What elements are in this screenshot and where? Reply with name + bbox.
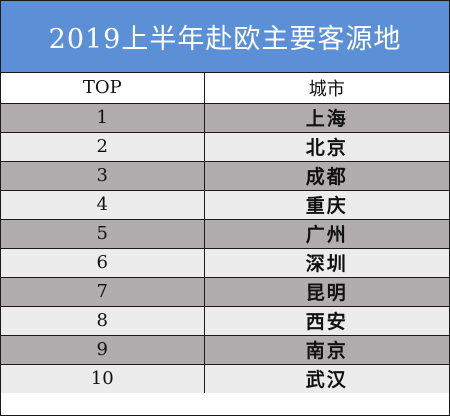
table-row: 8 西安 (1, 306, 449, 336)
rank-cell: 9 (1, 335, 205, 365)
city-cell: 武汉 (204, 364, 449, 393)
table-row: 7 昆明 (1, 277, 449, 307)
city-cell: 昆明 (204, 277, 449, 307)
city-cell: 广州 (204, 219, 449, 249)
table-row: 5 广州 (1, 219, 449, 249)
column-header-rank: TOP (1, 73, 205, 104)
table-row: 3 成都 (1, 161, 449, 191)
table-header-row: TOP 城市 (1, 73, 449, 104)
city-cell: 北京 (204, 132, 449, 162)
city-cell: 上海 (204, 103, 449, 133)
city-cell: 西安 (204, 306, 449, 336)
rank-cell: 5 (1, 219, 205, 249)
table-row: 9 南京 (1, 335, 449, 365)
rank-cell: 3 (1, 161, 205, 191)
rank-cell: 6 (1, 248, 205, 278)
table-row: 1 上海 (1, 103, 449, 133)
rank-cell: 1 (1, 103, 205, 133)
rank-cell: 7 (1, 277, 205, 307)
city-cell: 深圳 (204, 248, 449, 278)
table-row: 2 北京 (1, 132, 449, 162)
rank-cell: 10 (1, 364, 205, 393)
column-header-city: 城市 (204, 73, 449, 104)
table-title: 2019上半年赴欧主要客源地 (1, 1, 449, 73)
city-cell: 南京 (204, 335, 449, 365)
city-cell: 成都 (204, 161, 449, 191)
table-row: 10 武汉 (1, 364, 449, 393)
rank-cell: 2 (1, 132, 205, 162)
ranking-table: TOP 城市 1 上海 2 北京 3 成都 4 重庆 5 广州 (1, 73, 449, 393)
table-row: 6 深圳 (1, 248, 449, 278)
table-row: 4 重庆 (1, 190, 449, 220)
rank-cell: 8 (1, 306, 205, 336)
rank-cell: 4 (1, 190, 205, 220)
city-cell: 重庆 (204, 190, 449, 220)
